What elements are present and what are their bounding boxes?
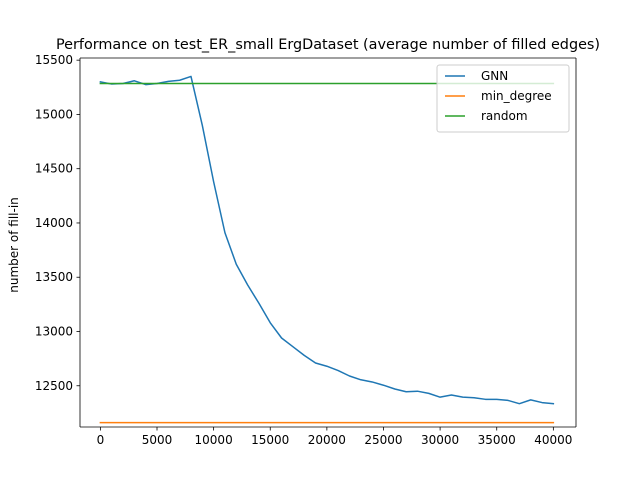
chart-title: Performance on test_ER_small ErgDataset …: [56, 37, 600, 53]
legend-label-GNN: GNN: [481, 69, 508, 83]
legend-label-min_degree: min_degree: [481, 89, 552, 103]
x-tick-label: 25000: [364, 433, 402, 447]
y-tick-label: 12500: [35, 379, 73, 393]
x-tick-label: 30000: [421, 433, 459, 447]
y-tick-label: 14000: [35, 216, 73, 230]
plot-layer: 0 5000 10000 15000 20000 25000 30000 35000 40000…: [35, 53, 577, 447]
x-tick-label: 35000: [478, 433, 516, 447]
x-tick-label: 5000: [142, 433, 173, 447]
y-tick-label: 14500: [35, 162, 73, 176]
x-tick-label: 15000: [251, 433, 289, 447]
legend-box: [436, 64, 570, 133]
y-tick-label: 13000: [35, 324, 73, 338]
y-tick-label: 15500: [35, 53, 73, 67]
x-tick-label: 40000: [534, 433, 572, 447]
series-line-GNN: [99, 75, 555, 405]
y-axis-label: number of fill-in: [7, 197, 21, 293]
y-tick-label: 13500: [35, 270, 73, 284]
x-tick-label: 20000: [308, 433, 346, 447]
x-tick-label: 0: [97, 433, 105, 447]
y-tick-label: 15000: [35, 107, 73, 121]
x-tick-label: 10000: [195, 433, 233, 447]
legend-label-random: random: [481, 109, 528, 123]
